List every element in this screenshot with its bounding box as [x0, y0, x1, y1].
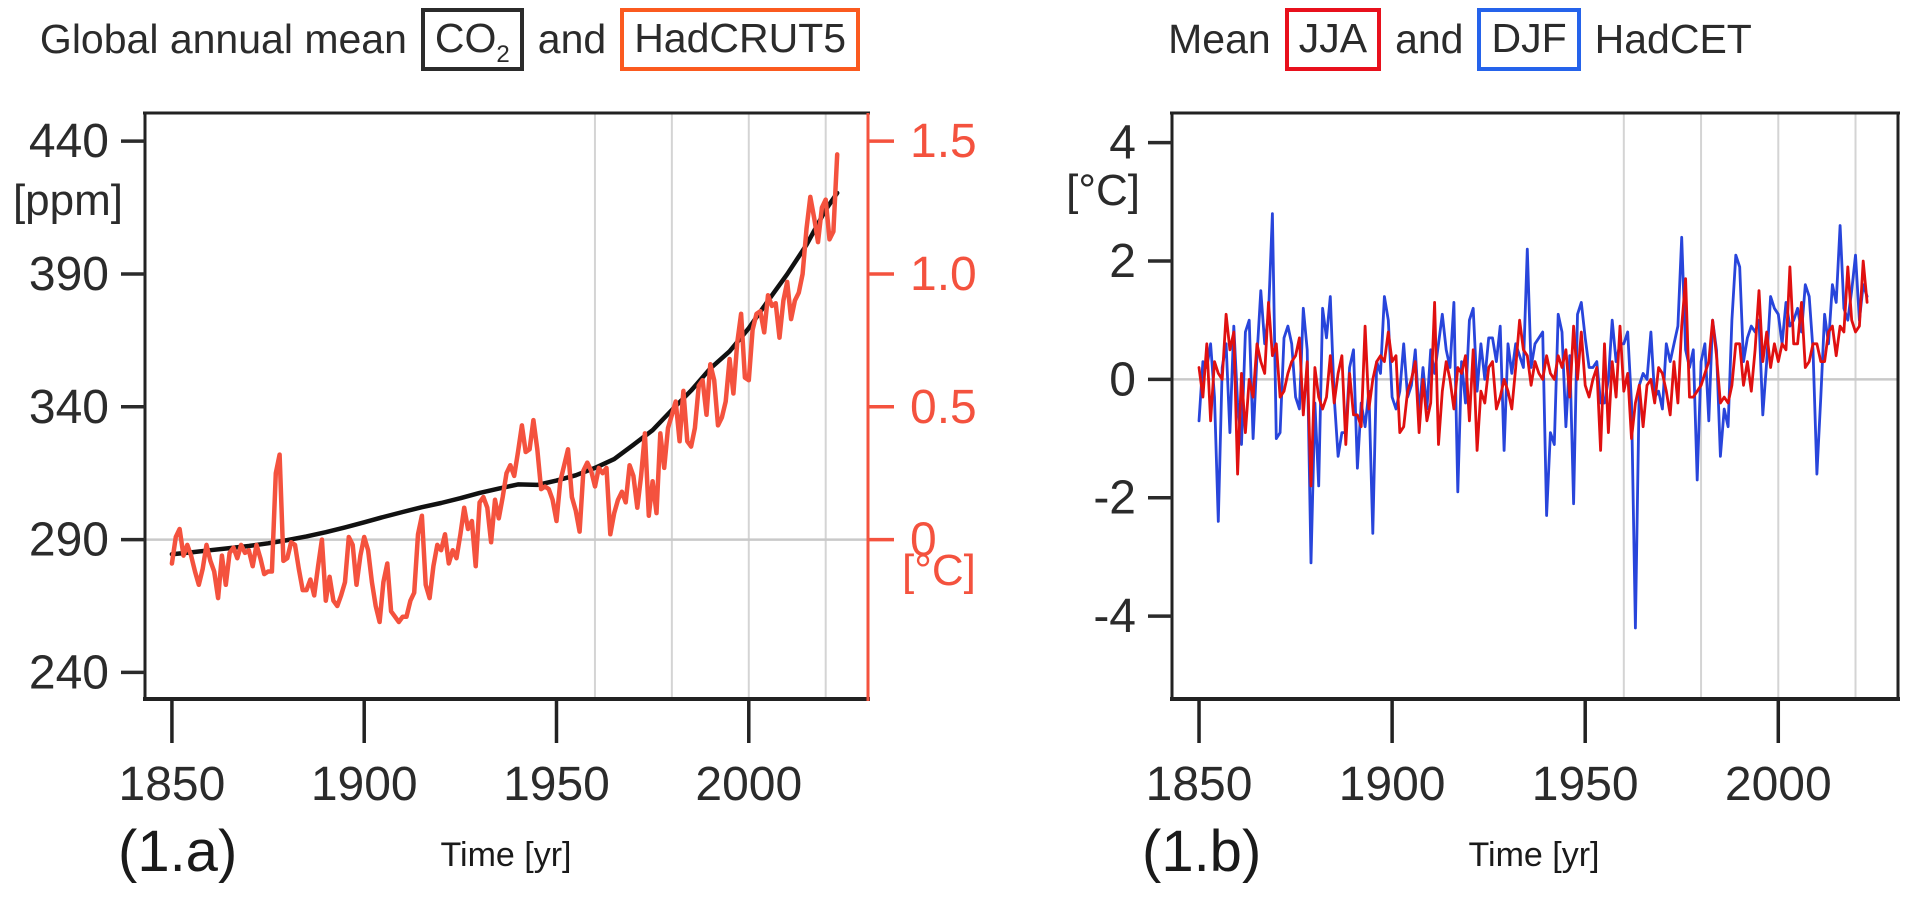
- svg-text:1850: 1850: [119, 758, 226, 811]
- svg-text:1950: 1950: [503, 758, 610, 811]
- chart-b-title-prefix: Mean: [1168, 16, 1271, 62]
- svg-text:0: 0: [1109, 353, 1136, 406]
- legend-jja-label: JJA: [1298, 15, 1368, 61]
- svg-text:240: 240: [29, 646, 109, 699]
- svg-text:[ppm]: [ppm]: [13, 176, 123, 225]
- svg-text:-2: -2: [1093, 472, 1136, 525]
- chart-b-title: Mean JJA and DJF HadCET: [1020, 8, 1900, 72]
- legend-co2-subscript: 2: [496, 41, 510, 68]
- caption-1b: (1.b): [1142, 819, 1262, 884]
- svg-text:340: 340: [29, 381, 109, 434]
- chart-a-title: Global annual mean CO2 and HadCRUT5: [0, 8, 900, 72]
- svg-text:-4: -4: [1093, 590, 1136, 643]
- legend-djf-label: DJF: [1491, 15, 1567, 61]
- legend-co2-label: CO: [434, 15, 497, 61]
- svg-text:1.0: 1.0: [910, 248, 977, 301]
- svg-text:1900: 1900: [311, 758, 418, 811]
- legend-hadcrut5-label: HadCRUT5: [634, 15, 847, 61]
- svg-text:2000: 2000: [1725, 758, 1832, 811]
- svg-text:1950: 1950: [1532, 758, 1639, 811]
- svg-text:0: 0: [910, 514, 937, 567]
- svg-text:1.5: 1.5: [910, 115, 977, 168]
- legend-djf-box: DJF: [1477, 8, 1581, 72]
- chart-a-title-and: and: [537, 16, 607, 62]
- chart-a-title-prefix: Global annual mean: [39, 16, 407, 62]
- svg-text:1850: 1850: [1146, 758, 1253, 811]
- chart-b-xaxis-label: Time [yr]: [1468, 836, 1600, 874]
- svg-text:0.5: 0.5: [910, 381, 977, 434]
- legend-co2-box: CO2: [420, 8, 524, 72]
- svg-text:290: 290: [29, 514, 109, 567]
- svg-text:4: 4: [1109, 117, 1136, 170]
- svg-text:440: 440: [29, 115, 109, 168]
- legend-hadcrut5-box: HadCRUT5: [620, 8, 861, 72]
- svg-text:[°C]: [°C]: [1066, 166, 1140, 215]
- chart-b-title-and: and: [1395, 16, 1464, 62]
- chart-a-xaxis-label: Time [yr]: [440, 836, 572, 874]
- svg-text:[°C]: [°C]: [902, 546, 976, 595]
- svg-text:1900: 1900: [1339, 758, 1446, 811]
- chart-b-title-suffix: HadCET: [1594, 16, 1752, 62]
- svg-text:390: 390: [29, 248, 109, 301]
- caption-1a: (1.a): [118, 819, 238, 884]
- legend-jja-box: JJA: [1284, 8, 1382, 72]
- svg-text:2: 2: [1109, 235, 1136, 288]
- svg-text:2000: 2000: [695, 758, 802, 811]
